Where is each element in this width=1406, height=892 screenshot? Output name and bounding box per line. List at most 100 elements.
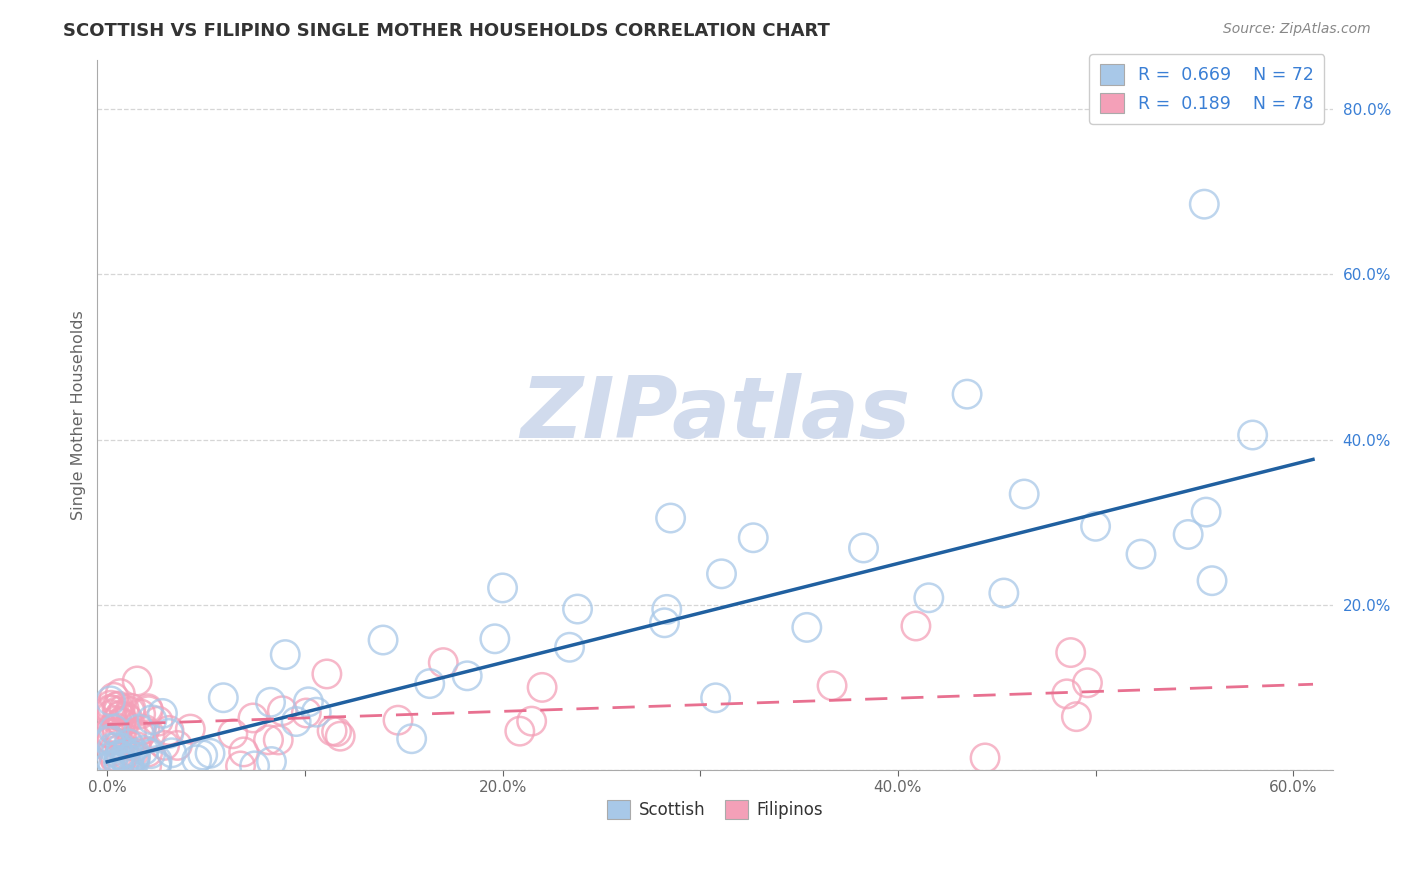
Point — [131, 723, 153, 737]
Point — [108, 748, 131, 763]
Point — [305, 705, 328, 719]
Point — [267, 733, 290, 747]
Point — [1076, 675, 1098, 690]
Point — [387, 713, 409, 727]
Point — [271, 704, 294, 718]
Point — [120, 701, 142, 715]
Point — [104, 753, 127, 767]
Point — [129, 706, 152, 721]
Point — [103, 723, 125, 737]
Point — [115, 746, 138, 760]
Point — [157, 723, 180, 738]
Point — [141, 713, 163, 727]
Point — [321, 723, 343, 738]
Point — [484, 632, 506, 646]
Point — [98, 702, 121, 716]
Point — [118, 761, 141, 775]
Point — [124, 749, 146, 764]
Point — [127, 673, 149, 688]
Point — [139, 747, 162, 761]
Point — [139, 727, 162, 741]
Point — [295, 706, 318, 720]
Point — [229, 759, 252, 773]
Point — [491, 581, 513, 595]
Text: SCOTTISH VS FILIPINO SINGLE MOTHER HOUSEHOLDS CORRELATION CHART: SCOTTISH VS FILIPINO SINGLE MOTHER HOUSE… — [63, 22, 830, 40]
Point — [124, 753, 146, 767]
Point — [117, 759, 139, 773]
Point — [1056, 687, 1078, 701]
Point — [101, 759, 124, 773]
Point — [419, 676, 441, 690]
Point — [98, 759, 121, 773]
Point — [166, 739, 188, 753]
Point — [110, 754, 132, 768]
Y-axis label: Single Mother Households: Single Mother Households — [72, 310, 86, 520]
Point — [100, 694, 122, 708]
Point — [179, 722, 201, 736]
Point — [100, 727, 122, 741]
Point — [107, 704, 129, 718]
Point — [456, 669, 478, 683]
Legend: Scottish, Filipinos: Scottish, Filipinos — [600, 793, 830, 826]
Point — [138, 704, 160, 718]
Point — [136, 745, 159, 759]
Point — [110, 728, 132, 742]
Point — [107, 699, 129, 714]
Point — [401, 731, 423, 746]
Point — [124, 747, 146, 761]
Point — [191, 747, 214, 762]
Point — [112, 701, 135, 715]
Point — [274, 648, 297, 662]
Point — [110, 709, 132, 723]
Point — [117, 752, 139, 766]
Point — [146, 754, 169, 768]
Point — [1130, 547, 1153, 561]
Point — [242, 711, 264, 725]
Point — [98, 726, 121, 740]
Point — [118, 737, 141, 751]
Point — [509, 724, 531, 739]
Point — [1012, 487, 1035, 501]
Point — [120, 726, 142, 740]
Point — [222, 727, 245, 741]
Point — [742, 531, 765, 545]
Point — [132, 743, 155, 757]
Point — [1241, 428, 1264, 442]
Point — [974, 751, 997, 765]
Point — [153, 739, 176, 753]
Point — [105, 714, 128, 728]
Point — [567, 602, 589, 616]
Point — [257, 732, 280, 747]
Point — [136, 701, 159, 715]
Point — [105, 725, 128, 739]
Point — [918, 591, 941, 605]
Point — [186, 753, 208, 767]
Point — [659, 511, 682, 525]
Point — [100, 722, 122, 736]
Point — [654, 615, 676, 630]
Point — [105, 699, 128, 714]
Point — [956, 387, 979, 401]
Point — [152, 706, 174, 721]
Point — [122, 745, 145, 759]
Point — [110, 714, 132, 729]
Point — [1177, 527, 1199, 541]
Point — [145, 757, 167, 772]
Point — [371, 633, 394, 648]
Point — [993, 586, 1015, 600]
Point — [325, 724, 347, 739]
Point — [1195, 505, 1218, 519]
Point — [100, 733, 122, 747]
Point — [134, 723, 156, 737]
Point — [531, 681, 554, 695]
Text: Source: ZipAtlas.com: Source: ZipAtlas.com — [1223, 22, 1371, 37]
Point — [103, 690, 125, 705]
Point — [135, 759, 157, 773]
Point — [98, 759, 121, 773]
Point — [108, 708, 131, 723]
Point — [98, 731, 121, 746]
Point — [108, 747, 131, 762]
Point — [128, 722, 150, 736]
Point — [1060, 646, 1083, 660]
Point — [110, 687, 132, 701]
